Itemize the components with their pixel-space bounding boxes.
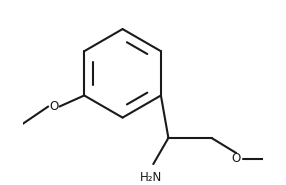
Text: O: O <box>49 100 58 113</box>
Text: H₂N: H₂N <box>140 171 162 184</box>
Text: O: O <box>232 152 241 165</box>
